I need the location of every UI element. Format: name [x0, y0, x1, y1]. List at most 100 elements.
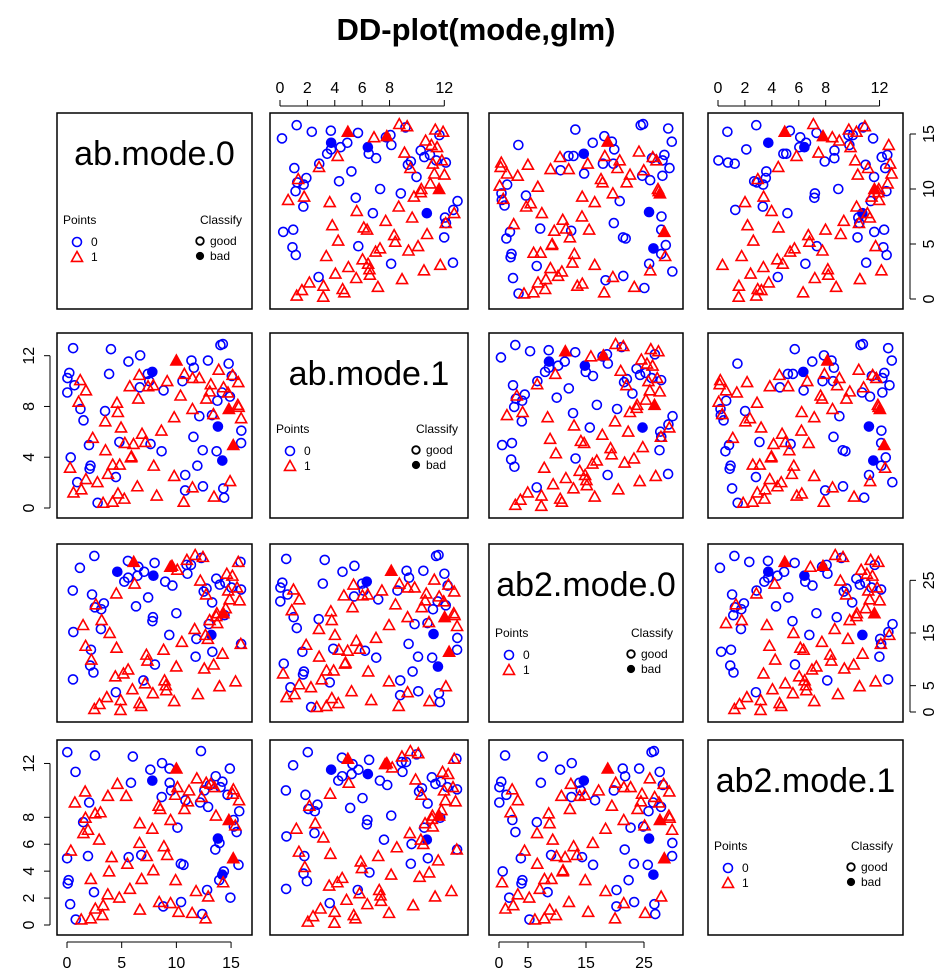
scatter-point-1 [750, 485, 765, 498]
scatter-point-1 [382, 905, 396, 919]
scatter-point-1 [323, 604, 338, 617]
legend-classify-marker [411, 460, 421, 470]
axis-tick-label-top: 6 [794, 80, 803, 97]
scatter-point-0 [841, 583, 852, 594]
scatter-point-1 [219, 566, 234, 579]
scatter-point-1 [437, 167, 452, 180]
scatter-point-0 [403, 638, 414, 650]
scatter-point-0 [732, 358, 743, 369]
scatter-point-1 [654, 429, 668, 443]
scatter-point-1 [807, 410, 822, 423]
scatter-point-1 [553, 491, 568, 504]
scatter-point-0 [875, 584, 887, 595]
scatter-point-1 [74, 912, 89, 925]
scatter-point-0 [290, 185, 301, 197]
scatter-point-0 [197, 481, 209, 492]
scatter-point-1 [616, 812, 631, 826]
legend-points-label: 0 [742, 861, 749, 875]
scatter-point-0 [217, 338, 229, 350]
axis-tick-label-top: 12 [435, 80, 453, 97]
scatter-point-1 [424, 137, 439, 151]
scatter-point-1 [313, 901, 328, 914]
scatter-point-1 [833, 226, 848, 240]
scatter-point-1 [199, 391, 214, 404]
panel-variable-label: ab2.mode.1 [716, 762, 896, 800]
scatter-point-0 [654, 766, 666, 778]
scatter-point-0 [233, 859, 244, 871]
scatter-point-1 [327, 915, 342, 929]
scatter-point-0 [287, 760, 299, 771]
scatter-point-1 [665, 822, 679, 836]
scatter-point-1 [754, 420, 768, 433]
scatter-point-1 [542, 902, 557, 915]
scatter-point-0 [197, 444, 209, 456]
scatter-point-0 [291, 119, 302, 131]
scatter-point-1 [510, 168, 525, 181]
scatter-point-1 [391, 199, 406, 212]
scatter-point-1 [177, 801, 192, 815]
scatter-point-1 [125, 682, 140, 695]
scatter-point-1 [756, 259, 771, 273]
scatter-point-0 [508, 401, 520, 413]
scatter-point-1 [369, 630, 383, 644]
scatter-point-1-misclassified [341, 124, 355, 137]
scatter-point-0-misclassified [579, 360, 591, 371]
scatter-point-0 [448, 204, 459, 216]
scatter-point-1 [570, 847, 584, 861]
scatter-point-1 [441, 577, 456, 590]
scatter-point-1 [74, 482, 89, 495]
scatter-point-1 [861, 583, 876, 596]
legend-points-title: Points [63, 213, 96, 227]
scatter-point-0 [506, 248, 517, 260]
scatter-point-1 [98, 443, 113, 456]
scatter-point-1 [402, 825, 417, 839]
scatter-point-1 [587, 489, 602, 502]
scatter-point-0 [337, 566, 348, 578]
scatter-point-0 [722, 126, 733, 138]
scatter-point-0 [807, 580, 818, 591]
scatter-point-1 [634, 794, 648, 807]
scatter-point-1 [849, 124, 864, 137]
legend-points-label: 0 [523, 648, 530, 662]
scatter-point-1 [117, 435, 132, 449]
scatter-point-1 [797, 673, 812, 686]
scatter-point-1 [437, 783, 451, 796]
scatter-point-1 [847, 489, 861, 502]
scatter-point-1 [362, 262, 377, 275]
scatter-point-0-misclassified [637, 422, 648, 433]
scatter-point-0 [809, 192, 820, 204]
scatter-point-0-misclassified [578, 775, 590, 786]
scatter-point-1 [109, 586, 124, 599]
scatter-point-1 [182, 783, 196, 796]
scatter-point-0 [440, 157, 452, 168]
scatter-point-1 [328, 266, 343, 279]
legend-classify-label: bad [426, 458, 446, 472]
scatter-point-1 [803, 559, 818, 573]
scatter-point-0-misclassified [421, 207, 433, 219]
scatter-point-0 [660, 239, 672, 251]
scatter-point-1 [98, 414, 113, 427]
scatter-point-1 [515, 404, 530, 418]
scatter-point-1 [530, 825, 544, 839]
scatter-point-0 [89, 750, 101, 761]
scatter-point-1 [784, 466, 799, 480]
scatter-point-0 [750, 119, 762, 131]
scatter-point-0 [524, 345, 536, 357]
scatter-point-1 [384, 867, 398, 880]
scatter-point-1 [589, 453, 604, 466]
scatter-point-1 [330, 875, 345, 888]
scatter-point-1 [555, 212, 570, 225]
scatter-point-1 [766, 436, 781, 450]
scatter-point-0 [532, 375, 543, 387]
legend-classify-label: bad [641, 662, 661, 676]
scatter-point-0-misclassified [217, 455, 228, 466]
scatter-point-1 [185, 401, 200, 415]
axis-tick-label-bottom: 5 [524, 955, 533, 972]
scatter-point-1 [427, 166, 442, 179]
scatter-point-0 [857, 338, 869, 350]
scatter-point-1 [231, 554, 246, 568]
scatter-point-1 [167, 410, 182, 423]
scatter-point-1 [533, 245, 548, 259]
scatter-point-1 [772, 695, 787, 709]
scatter-point-1 [353, 854, 368, 867]
